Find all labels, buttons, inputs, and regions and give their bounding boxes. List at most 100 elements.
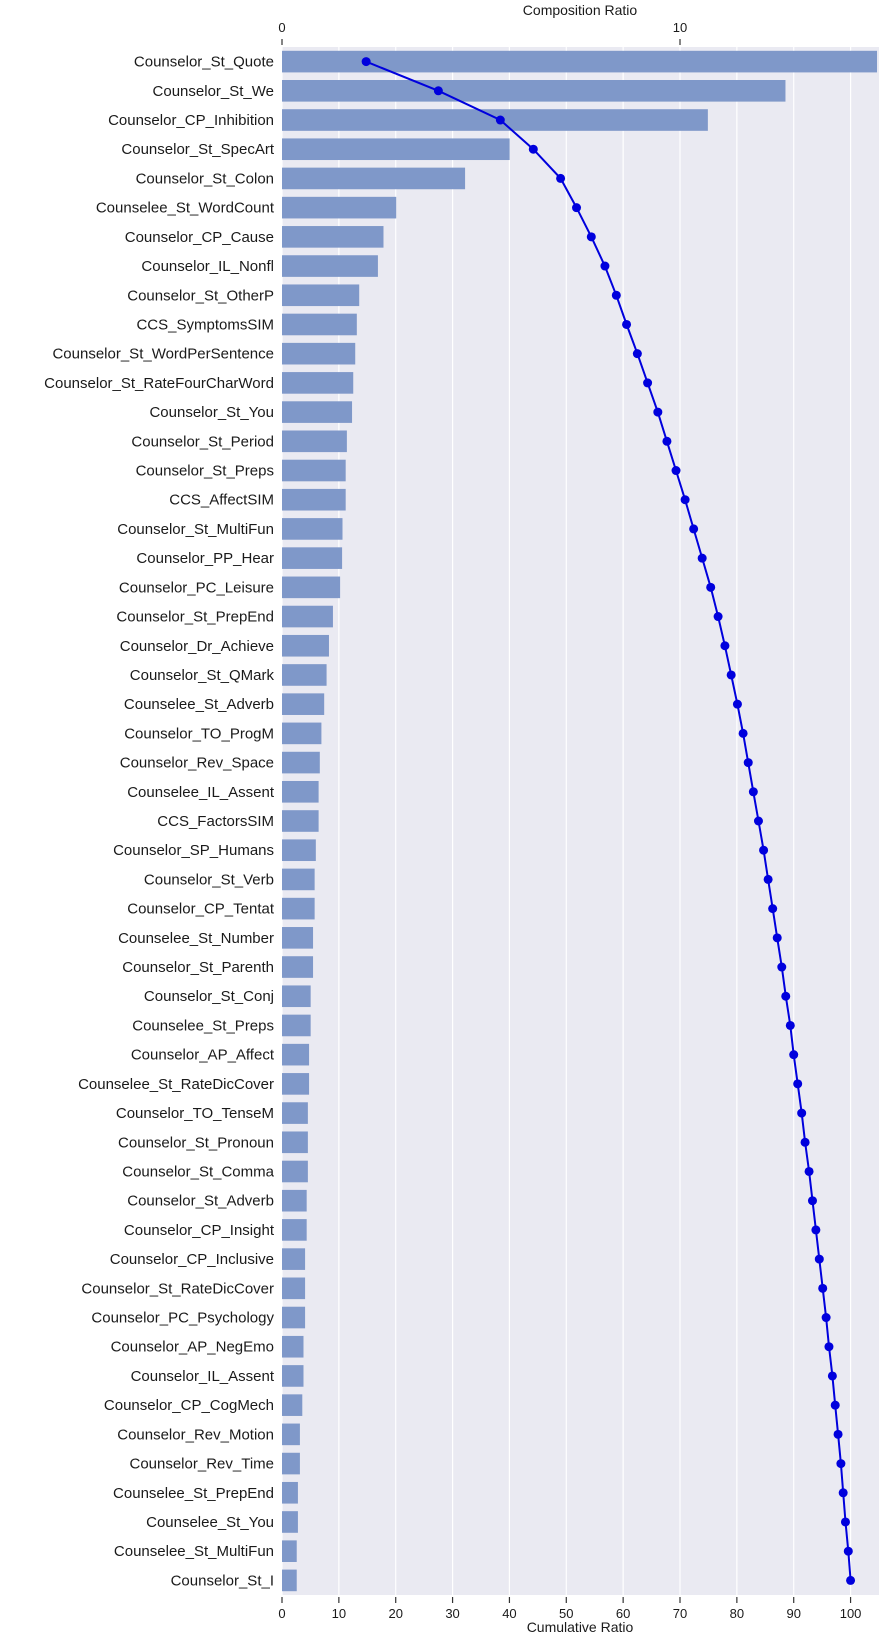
- category-label: Counselor_IL_Assent: [131, 1368, 275, 1385]
- category-label: Counselor_Dr_Achieve: [120, 638, 274, 655]
- category-label: Counselor_St_Period: [131, 433, 274, 450]
- bottom-tick-label: 90: [786, 1606, 800, 1621]
- bottom-axis-label: Cumulative Ratio: [527, 1619, 634, 1635]
- category-label: Counselor_St_SpecArt: [121, 141, 274, 158]
- bar: [282, 401, 353, 423]
- bar: [282, 1394, 303, 1416]
- category-label: Counselor_St_MultiFun: [117, 521, 274, 538]
- bar: [282, 1365, 304, 1387]
- cumulative-point: [797, 1108, 807, 1118]
- bar: [282, 1073, 310, 1095]
- cumulative-point: [713, 612, 723, 622]
- category-label: Counselor_Rev_Time: [129, 1456, 274, 1473]
- bar: [282, 547, 343, 569]
- category-label: Counselor_St_WordPerSentence: [52, 346, 274, 363]
- bar: [282, 985, 311, 1008]
- bar: [282, 1277, 306, 1300]
- cumulative-point: [772, 933, 782, 943]
- bar: [282, 226, 384, 248]
- bottom-tick-label: 70: [673, 1606, 687, 1621]
- category-label: Counselor_St_Comma: [122, 1163, 274, 1180]
- category-label: Counselor_PC_Psychology: [91, 1310, 274, 1327]
- bottom-tick-label: 20: [388, 1606, 402, 1621]
- category-label: Counselee_St_WordCount: [96, 200, 275, 217]
- cumulative-point: [643, 378, 653, 388]
- bar: [282, 430, 347, 453]
- cumulative-point: [846, 1575, 856, 1585]
- bar: [282, 576, 341, 599]
- category-label: Counselor_CP_CogMech: [104, 1397, 274, 1414]
- bar: [282, 810, 319, 832]
- category-label: Counselor_St_Conj: [144, 988, 274, 1005]
- category-label: Counselor_Rev_Motion: [117, 1426, 274, 1443]
- cumulative-point: [833, 1429, 843, 1439]
- bottom-tick-label: 0: [278, 1606, 285, 1621]
- bar: [282, 1043, 310, 1066]
- category-label: Counselor_St_You: [149, 404, 274, 421]
- bottom-tick-label: 80: [730, 1606, 744, 1621]
- cumulative-point: [843, 1546, 853, 1556]
- cumulative-point: [662, 436, 672, 446]
- cumulative-point: [800, 1137, 810, 1147]
- bar: [282, 1423, 300, 1446]
- category-label: Counselee_St_Number: [118, 930, 274, 947]
- category-label: Counselor_PP_Hear: [136, 550, 274, 567]
- category-label: CCS_AffectSIM: [169, 492, 274, 509]
- category-label: Counselor_St_Colon: [136, 170, 274, 187]
- cumulative-point: [689, 524, 699, 534]
- cumulative-point: [361, 57, 371, 67]
- cumulative-point: [495, 115, 505, 125]
- category-label: Counselor_St_QMark: [130, 667, 275, 684]
- bar: [282, 956, 314, 978]
- cumulative-point: [653, 407, 663, 417]
- cumulative-point: [768, 904, 778, 914]
- bar: [282, 693, 325, 715]
- cumulative-point: [632, 349, 642, 359]
- cumulative-point: [556, 173, 566, 183]
- category-label: Counselor_St_Preps: [136, 463, 274, 480]
- bar: [282, 927, 314, 949]
- bar: [282, 284, 360, 307]
- bar: [282, 1540, 297, 1562]
- bar: [282, 518, 343, 540]
- cumulative-point: [836, 1459, 846, 1469]
- cumulative-point: [777, 962, 787, 972]
- category-label: Counselor_CP_Inclusive: [110, 1251, 274, 1268]
- category-label: Counselor_St_Quote: [134, 54, 274, 71]
- category-label: CCS_FactorsSIM: [157, 813, 274, 830]
- category-label: Counselor_St_I: [171, 1572, 274, 1589]
- category-label: Counselor_AP_Affect: [131, 1047, 275, 1064]
- category-label: Counselor_CP_Insight: [124, 1222, 275, 1239]
- category-label: CCS_SymptomsSIM: [136, 316, 274, 333]
- category-label: Counselee_IL_Assent: [127, 784, 275, 801]
- cumulative-point: [838, 1488, 848, 1498]
- bar: [282, 634, 329, 657]
- bar: [282, 167, 466, 190]
- category-label: Counselor_St_OtherP: [127, 287, 274, 304]
- cumulative-points: [361, 57, 856, 1585]
- category-label: Counselor_Rev_Space: [120, 755, 274, 772]
- cumulative-point: [753, 816, 763, 826]
- cumulative-point: [680, 495, 690, 505]
- bar: [282, 342, 356, 365]
- cumulative-point: [807, 1196, 817, 1206]
- top-axis-label: Composition Ratio: [523, 2, 638, 18]
- category-label: Counselor_SP_Humans: [113, 842, 274, 859]
- cumulative-point: [706, 582, 716, 592]
- cumulative-point: [732, 699, 742, 709]
- top-tick-label: 0: [278, 20, 285, 35]
- bar: [282, 372, 354, 394]
- cumulative-point: [528, 144, 538, 154]
- bar: [282, 1014, 311, 1037]
- bar: [282, 109, 708, 131]
- cumulative-point: [671, 466, 681, 476]
- category-label: Counselee_St_You: [146, 1514, 274, 1531]
- category-label: Counselor_CP_Tentat: [127, 901, 275, 918]
- category-label: Counselor_CP_Cause: [125, 229, 274, 246]
- category-label: Counselor_AP_NegEmo: [111, 1339, 274, 1356]
- category-label: Counselor_St_Adverb: [127, 1193, 274, 1210]
- bar: [282, 664, 327, 686]
- cumulative-point: [720, 641, 730, 651]
- cumulative-point: [697, 553, 707, 563]
- cumulative-point: [789, 1050, 799, 1060]
